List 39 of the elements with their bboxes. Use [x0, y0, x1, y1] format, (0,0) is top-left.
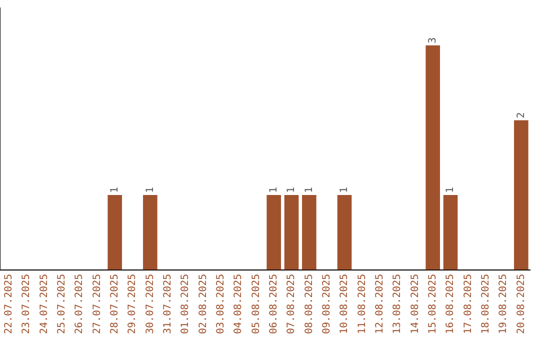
x-tick-label: 23.07.2025 — [21, 274, 32, 334]
x-tick-label: 07.08.2025 — [286, 274, 298, 334]
x-tick-label: 29.07.2025 — [127, 274, 138, 334]
x-tick-label: 05.08.2025 — [250, 274, 262, 334]
x-tick-label: 13.08.2025 — [392, 274, 404, 334]
data-label: 1 — [144, 186, 156, 193]
x-tick-label: 17.08.2025 — [462, 274, 474, 334]
x-tick-label: 19.08.2025 — [498, 274, 510, 334]
x-tick-label: 15.08.2025 — [427, 274, 438, 334]
x-tick-label: 10.08.2025 — [339, 274, 350, 334]
data-label: 1 — [286, 186, 298, 193]
x-tick-label: 09.08.2025 — [321, 274, 332, 334]
x-tick-label: 12.08.2025 — [374, 274, 386, 334]
data-label: 2 — [516, 112, 527, 118]
x-tick-label: 02.08.2025 — [198, 274, 209, 334]
x-tick-label: 20.08.2025 — [516, 274, 527, 334]
x-tick-label: 11.08.2025 — [356, 274, 368, 334]
x-tick-label: 27.07.2025 — [92, 274, 103, 334]
x-tick-label: 14.08.2025 — [410, 274, 421, 334]
x-tick-label: 01.08.2025 — [180, 274, 192, 334]
x-tick-label: 16.08.2025 — [445, 274, 456, 334]
x-tick-label: 22.07.2025 — [3, 274, 14, 334]
x-tick-label: 24.07.2025 — [38, 274, 50, 334]
data-label: 1 — [109, 186, 120, 193]
x-tick-label: 26.07.2025 — [74, 274, 86, 334]
x-tick-label: 04.08.2025 — [233, 274, 244, 334]
x-tick-label: 30.07.2025 — [144, 274, 156, 334]
x-tick-label: 06.08.2025 — [268, 274, 280, 334]
x-tick-label: 28.07.2025 — [109, 274, 120, 334]
data-label: 3 — [427, 37, 438, 44]
x-tick-label: 31.07.2025 — [162, 274, 174, 334]
x-tick-label: 03.08.2025 — [215, 274, 226, 334]
x-tick-label: 18.08.2025 — [480, 274, 492, 334]
x-tick-label: 25.07.2025 — [56, 274, 68, 334]
data-label: 1 — [339, 186, 350, 193]
data-label: 1 — [304, 186, 315, 193]
data-label: 1 — [445, 186, 456, 193]
x-tick-label: 08.08.2025 — [304, 274, 315, 334]
data-label: 1 — [268, 186, 280, 193]
